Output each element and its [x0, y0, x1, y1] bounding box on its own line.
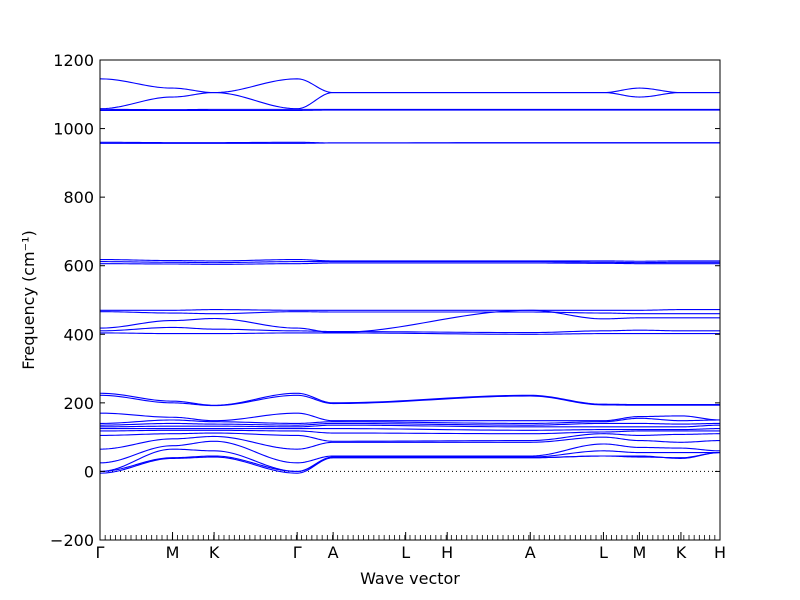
y-axis-label: Frequency (cm⁻¹)	[19, 230, 38, 369]
band-line-15	[99, 394, 720, 407]
hs-label: Γ	[293, 543, 302, 562]
y-tick-label: 600	[63, 257, 94, 276]
x-axis-minor-ticks	[99, 535, 721, 540]
y-tick-label: 200	[63, 394, 94, 413]
band-line-17	[99, 417, 720, 424]
y-tick-label: 800	[63, 188, 94, 207]
band-line-19	[99, 424, 721, 428]
hs-label: A	[328, 543, 339, 562]
y-tick-label: 1200	[53, 51, 94, 70]
hs-label: K	[676, 543, 687, 562]
y-tick-label: −200	[50, 531, 94, 550]
hs-label: H	[441, 543, 453, 562]
band-line-18	[100, 422, 720, 426]
hs-label: M	[632, 543, 646, 562]
band-line-16	[99, 412, 721, 422]
band-line-13	[99, 332, 720, 335]
band-line-10	[100, 311, 720, 315]
hs-label: K	[209, 543, 220, 562]
y-tick-label: 1000	[53, 120, 94, 139]
y-tick-label: 400	[63, 325, 94, 344]
band-line-23	[99, 435, 721, 450]
hs-label: A	[525, 543, 536, 562]
band-line-1	[99, 92, 720, 110]
band-line-11	[99, 309, 720, 334]
hs-label: L	[599, 543, 608, 562]
band-line-7	[100, 261, 720, 264]
band-line-25	[99, 448, 720, 472]
band-line-12	[99, 326, 720, 334]
x-axis-label: Wave vector	[360, 569, 460, 588]
band-line-27	[99, 452, 721, 474]
band-line-9	[100, 309, 720, 311]
band-line-21	[100, 429, 720, 435]
y-axis-ticks: −200 0 200 400 600 800 1000 1200	[50, 51, 720, 550]
band-line-14	[99, 392, 720, 406]
hs-label: Γ	[96, 543, 105, 562]
band-line-24	[99, 440, 721, 464]
band-line-22	[99, 432, 721, 442]
hs-label: M	[166, 543, 180, 562]
band-lines	[99, 78, 721, 474]
band-line-8	[100, 262, 720, 265]
band-line-6	[99, 258, 720, 262]
band-line-20	[100, 428, 721, 431]
hs-label: H	[714, 543, 726, 562]
hs-label: L	[401, 543, 410, 562]
y-tick-label: 0	[84, 462, 94, 481]
